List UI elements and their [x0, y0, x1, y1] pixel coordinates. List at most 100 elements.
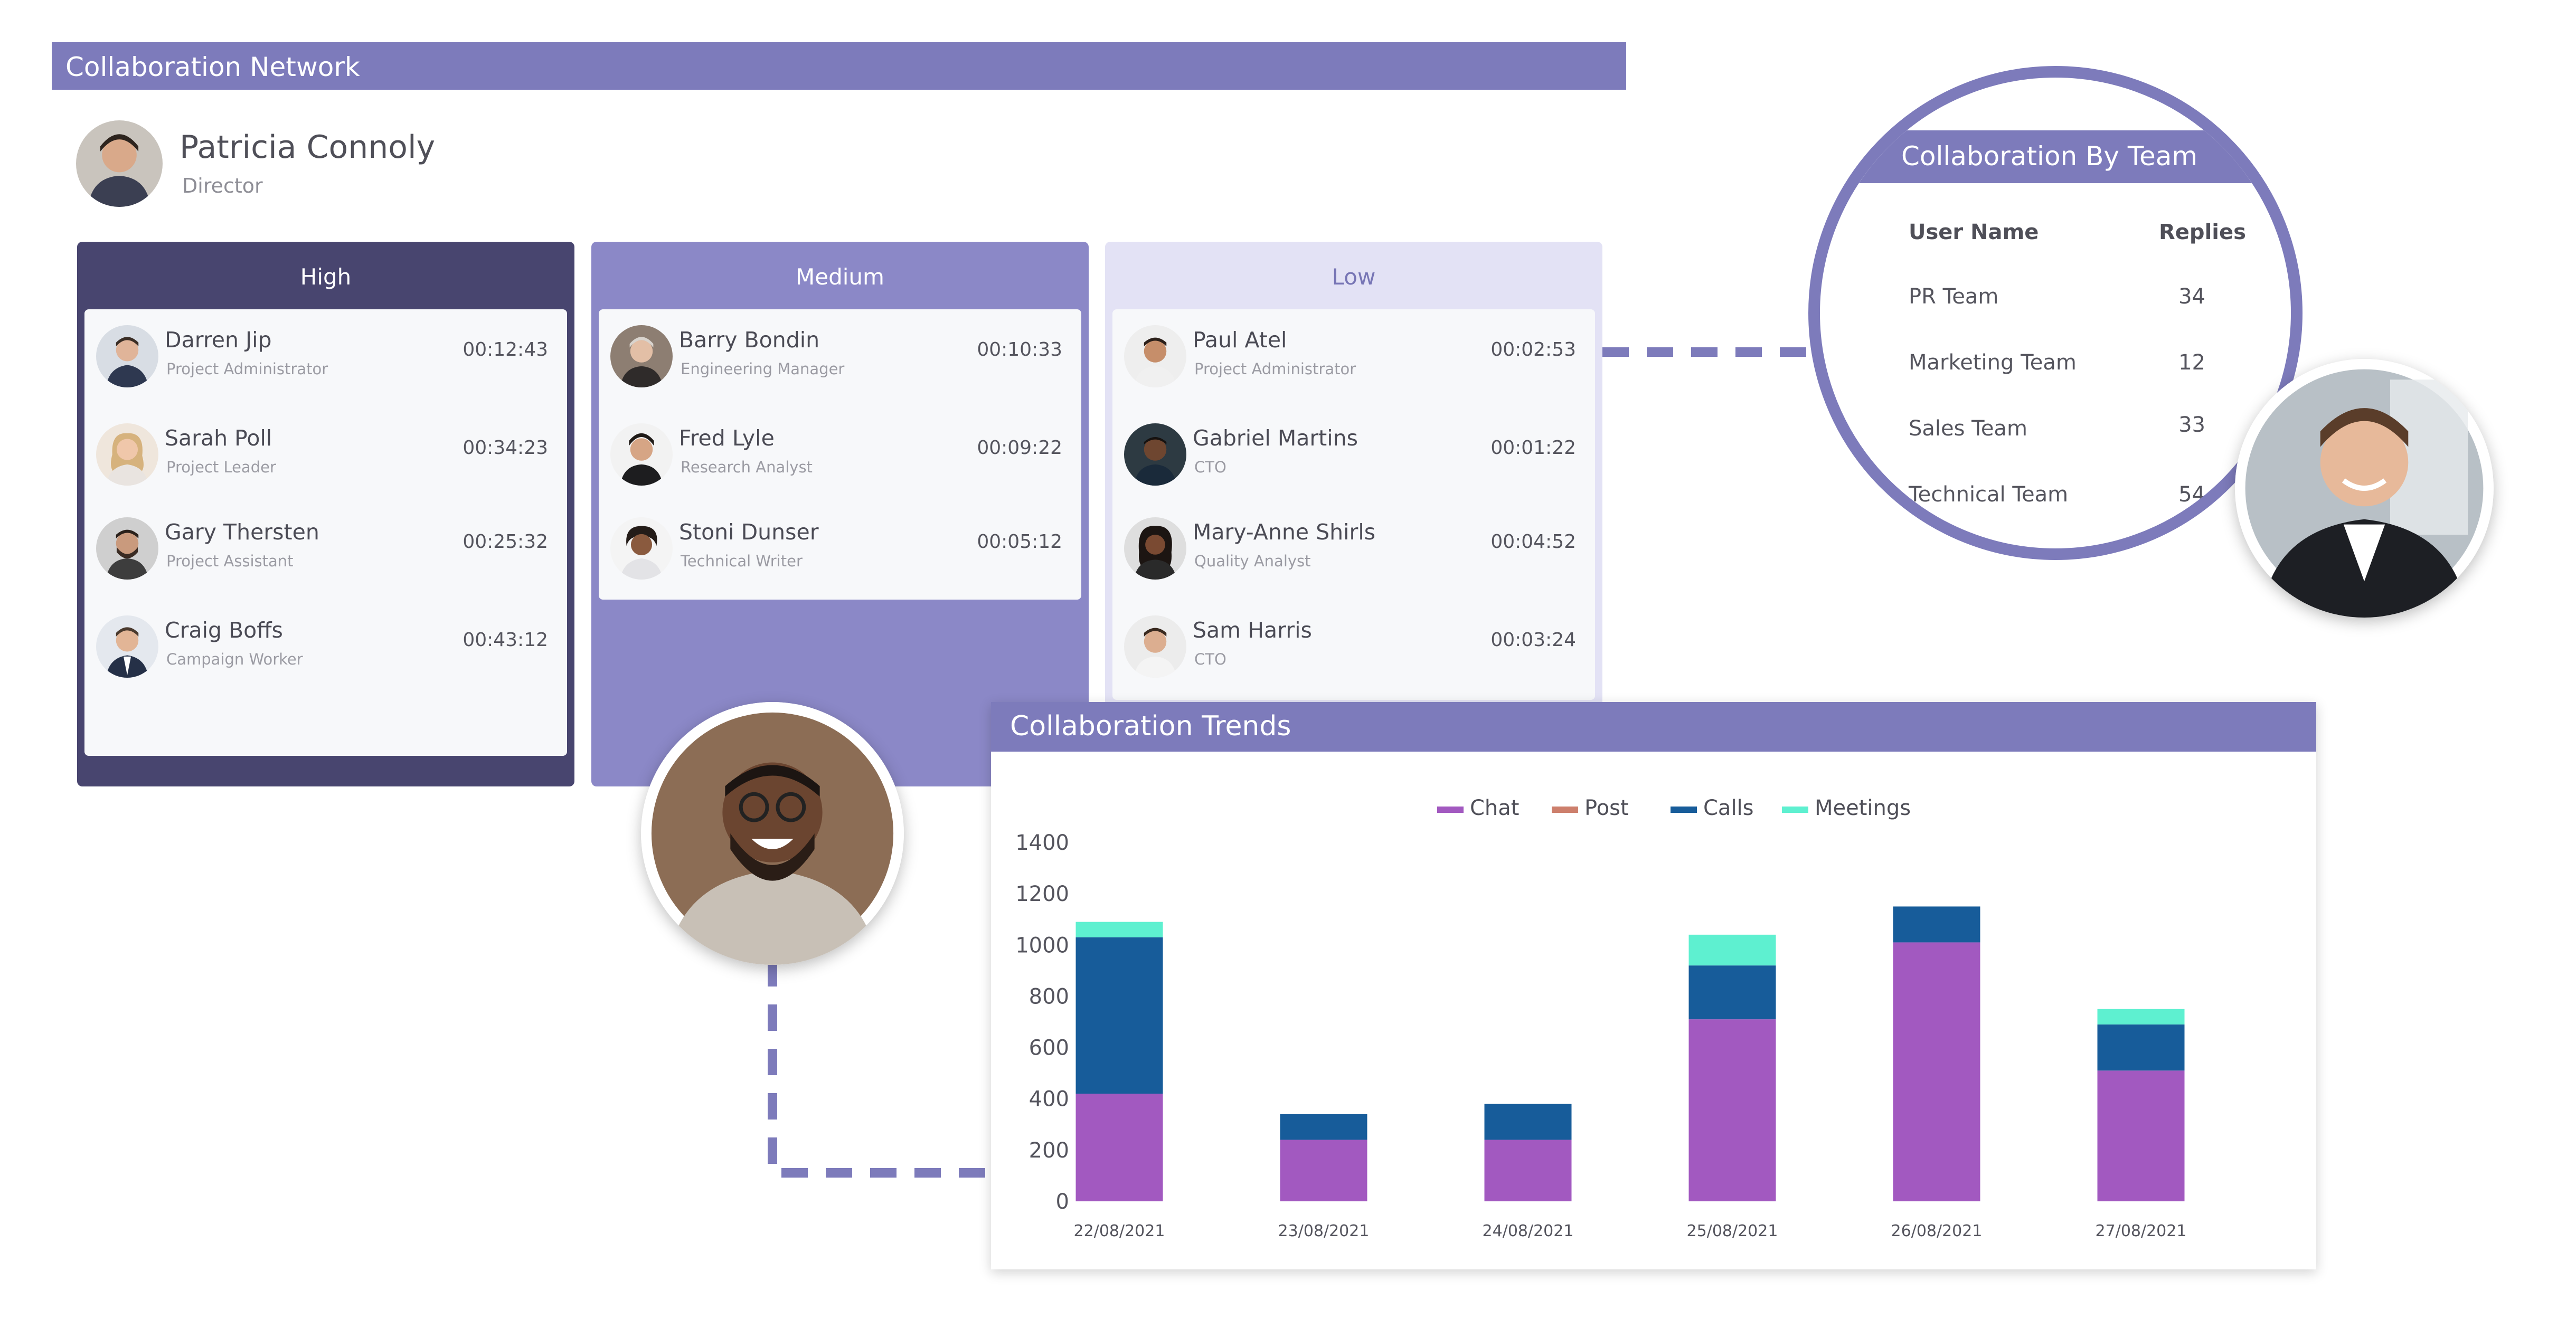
legend-label-calls[interactable]: Calls — [1703, 796, 1754, 820]
team-panel-header: Collaboration By Team — [1820, 130, 2291, 183]
trends-chart: 0 200 400 600 800 1000 1200 1400 22/08/2021 23/08… — [1015, 831, 2187, 1240]
bar-segment-chat[interactable] — [1893, 942, 1980, 1201]
legend-label-meetings[interactable]: Meetings — [1815, 796, 1911, 820]
bar-segment-calls[interactable] — [1484, 1104, 1572, 1140]
person-name: Barry Bondin — [679, 327, 820, 353]
team-name: PR Team — [1909, 284, 1999, 309]
person-avatar — [1124, 325, 1186, 387]
portrait-photo-right — [2235, 359, 2494, 618]
person-time: 00:04:52 — [1490, 531, 1576, 553]
person-row[interactable]: Sarah Poll Project Leader 00:34:23 — [84, 407, 567, 506]
person-row[interactable]: Gabriel Martins CTO 00:01:22 — [1112, 407, 1595, 506]
team-col-user: User Name — [1909, 220, 2039, 244]
bar-segment-meetings[interactable] — [2097, 1009, 2185, 1025]
person-row[interactable]: Barry Bondin Engineering Manager 00:10:3… — [599, 309, 1081, 407]
legend-label-chat[interactable]: Chat — [1470, 796, 1520, 820]
person-time: 00:09:22 — [977, 437, 1062, 459]
person-role: Quality Analyst — [1194, 552, 1311, 570]
team-col-replies: Replies — [2159, 220, 2246, 244]
person-row[interactable]: Sam Harris CTO 00:03:24 — [1112, 600, 1595, 698]
legend-swatch-calls — [1671, 807, 1697, 813]
person-time: 00:02:53 — [1490, 339, 1576, 361]
team-replies: 33 — [2178, 413, 2205, 437]
x-tick-label: 26/08/2021 — [1891, 1222, 1983, 1240]
people-card: Darren Jip Project Administrator 00:12:4… — [84, 309, 567, 756]
y-tick-label: 600 — [1029, 1036, 1069, 1060]
person-row[interactable]: Darren Jip Project Administrator 00:12:4… — [84, 309, 567, 407]
portrait-photo-left — [641, 702, 904, 965]
bar-segment-calls[interactable] — [2097, 1024, 2185, 1071]
bar-segment-chat[interactable] — [1075, 1094, 1163, 1201]
bar-segment-chat[interactable] — [2097, 1070, 2185, 1201]
person-row[interactable]: Paul Atel Project Administrator 00:02:53 — [1112, 309, 1595, 407]
person-name: Mary-Anne Shirls — [1193, 519, 1376, 545]
team-panel: Collaboration By Team User Name Replies … — [1808, 66, 2303, 560]
people-card: Barry Bondin Engineering Manager 00:10:3… — [599, 309, 1081, 600]
legend-label-post[interactable]: Post — [1584, 796, 1629, 820]
y-tick-label: 1400 — [1015, 831, 1069, 855]
x-tick-label: 27/08/2021 — [2096, 1222, 2187, 1240]
person-role: Campaign Worker — [166, 650, 303, 668]
trends-header: Collaboration Trends — [991, 702, 2316, 752]
person-avatar — [96, 615, 158, 678]
page-title: Collaboration Network — [65, 52, 360, 82]
person-time: 00:05:12 — [977, 531, 1062, 553]
person-role: CTO — [1194, 458, 1226, 476]
column-high: High Darren Jip Project Administrator 00… — [77, 242, 574, 786]
bar-segment-calls[interactable] — [1688, 965, 1776, 1020]
legend-swatch-chat — [1437, 807, 1464, 813]
person-row[interactable]: Fred Lyle Research Analyst 00:09:22 — [599, 407, 1081, 506]
person-row[interactable]: Craig Boffs Campaign Worker 00:43:12 — [84, 600, 567, 698]
column-low: Low Paul Atel Project Administrator 00:0… — [1105, 242, 1602, 706]
column-title: High — [300, 264, 352, 290]
bar-segment-chat[interactable] — [1280, 1140, 1367, 1201]
x-tick-label: 24/08/2021 — [1483, 1222, 1574, 1240]
person-name: Darren Jip — [165, 327, 272, 353]
x-tick-label: 22/08/2021 — [1074, 1222, 1165, 1240]
person-name: Craig Boffs — [165, 618, 283, 643]
person-avatar — [96, 423, 158, 486]
person-role: Project Assistant — [166, 552, 294, 570]
person-name: Sarah Poll — [165, 425, 272, 451]
person-avatar — [610, 325, 673, 387]
person-row[interactable]: Stoni Dunser Technical Writer 00:05:12 — [599, 501, 1081, 600]
bar-segment-chat[interactable] — [1688, 1019, 1776, 1201]
person-role: Engineering Manager — [681, 360, 845, 378]
column-title: Low — [1332, 264, 1376, 290]
x-tick-label: 25/08/2021 — [1687, 1222, 1778, 1240]
person-name: Paul Atel — [1193, 327, 1287, 353]
person-name: Stoni Dunser — [679, 519, 819, 545]
person-avatar — [610, 517, 673, 580]
legend-swatch-meetings — [1782, 807, 1808, 813]
bar-segment-meetings[interactable] — [1075, 922, 1163, 937]
legend-swatch-post — [1552, 807, 1578, 813]
person-role: Project Administrator — [166, 360, 328, 378]
person-time: 00:43:12 — [463, 629, 548, 651]
person-avatar — [1124, 615, 1186, 678]
person-time: 00:34:23 — [463, 437, 548, 459]
person-time: 00:10:33 — [977, 339, 1062, 361]
person-time: 00:01:22 — [1490, 437, 1576, 459]
bar-segment-calls[interactable] — [1893, 906, 1980, 943]
x-tick-label: 23/08/2021 — [1278, 1222, 1370, 1240]
person-name: Fred Lyle — [679, 425, 775, 451]
bar-segment-meetings[interactable] — [1688, 934, 1776, 966]
team-name: Sales Team — [1909, 416, 2027, 441]
y-tick-label: 0 — [1056, 1190, 1069, 1214]
bar-segment-calls[interactable] — [1280, 1114, 1367, 1140]
person-row[interactable]: Gary Thersten Project Assistant 00:25:32 — [84, 501, 567, 600]
bar-segment-calls[interactable] — [1075, 937, 1163, 1094]
trends-panel: Collaboration Trends Chat Post Calls Mee… — [991, 702, 2316, 1269]
team-name: Technical Team — [1909, 482, 2069, 507]
person-avatar — [96, 325, 158, 387]
bar-segment-chat[interactable] — [1484, 1140, 1572, 1201]
column-medium: Medium Barry Bondin Engineering Manager … — [591, 242, 1089, 786]
column-title: Medium — [796, 264, 884, 290]
profile-avatar[interactable] — [76, 120, 163, 207]
person-role: Project Administrator — [1194, 360, 1356, 378]
person-row[interactable]: Mary-Anne Shirls Quality Analyst 00:04:5… — [1112, 501, 1595, 600]
trends-title: Collaboration Trends — [1010, 710, 1291, 742]
person-role: Research Analyst — [681, 458, 813, 476]
y-tick-label: 1200 — [1015, 882, 1069, 906]
team-panel-title: Collaboration By Team — [1901, 141, 2198, 172]
